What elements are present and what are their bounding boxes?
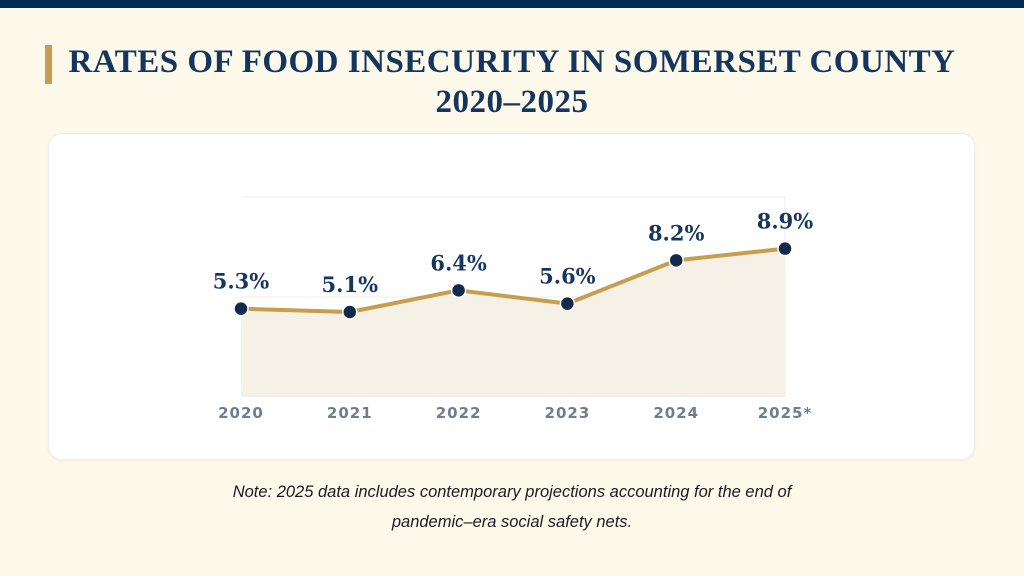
data-point-label: 6.4% bbox=[430, 250, 487, 275]
x-axis-label: 2022 bbox=[436, 404, 482, 422]
data-point-label: 8.2% bbox=[648, 220, 705, 245]
data-point-label: 5.3% bbox=[213, 269, 270, 294]
footnote: Note: 2025 data includes contemporary pr… bbox=[0, 477, 1024, 537]
x-axis-label: 2020 bbox=[218, 404, 264, 422]
x-axis-label: 2023 bbox=[545, 404, 591, 422]
data-point bbox=[777, 240, 793, 257]
data-point-label: 8.9% bbox=[757, 209, 814, 234]
data-point bbox=[233, 300, 249, 317]
page-title-line-1: RATES OF FOOD INSECURITY IN SOMERSET COU… bbox=[68, 44, 956, 80]
data-point-label: 5.1% bbox=[322, 272, 379, 297]
data-point bbox=[342, 304, 358, 320]
x-axis-label: 2025* bbox=[758, 404, 813, 422]
data-point bbox=[450, 282, 467, 299]
chart-card: 5.3% 2020 5.1% 2021 6.4% 2022 5.6% 2023 8.2% 2024… bbox=[48, 133, 975, 460]
page-title-line-2: 2020–2025 bbox=[435, 84, 589, 121]
footnote-line-1: Note: 2025 data includes contemporary pr… bbox=[232, 483, 792, 501]
x-axis-label: 2024 bbox=[653, 404, 699, 422]
data-point bbox=[668, 252, 684, 269]
area-fill bbox=[241, 248, 785, 397]
food-insecurity-line-chart: 5.3% 2020 5.1% 2021 6.4% 2022 5.6% 2023 8.2% 2024… bbox=[213, 196, 814, 422]
header: RATES OF FOOD INSECURITY IN SOMERSET COU… bbox=[0, 42, 1024, 123]
trend-line bbox=[239, 246, 787, 314]
page-title: RATES OF FOOD INSECURITY IN SOMERSET COU… bbox=[0, 42, 1024, 123]
top-accent-bar bbox=[0, 0, 1024, 8]
data-point bbox=[559, 295, 576, 312]
title-accent-bar bbox=[45, 45, 52, 84]
x-axis-label: 2021 bbox=[327, 404, 373, 422]
footnote-line-2: pandemic–era social safety nets. bbox=[391, 513, 633, 531]
data-point-label: 5.6% bbox=[539, 264, 596, 289]
